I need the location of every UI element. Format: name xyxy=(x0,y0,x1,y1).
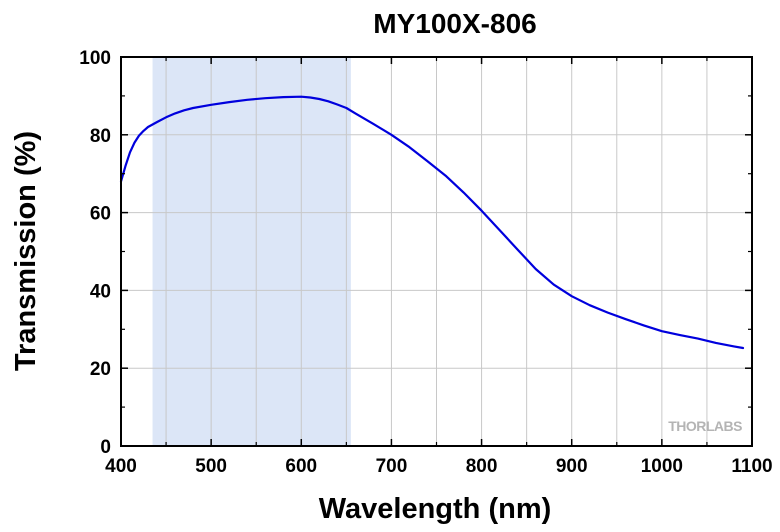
x-tick-label: 400 xyxy=(105,456,137,477)
highlight-band xyxy=(152,57,351,446)
y-axis-label: Transmission (%) xyxy=(10,131,42,371)
x-tick-label: 500 xyxy=(195,456,227,477)
x-tick-label: 600 xyxy=(285,456,317,477)
thorlabs-watermark: THORLABS xyxy=(668,418,742,434)
x-tick-label: 900 xyxy=(556,456,588,477)
y-tick-label: 20 xyxy=(90,359,111,380)
x-tick-label: 700 xyxy=(376,456,408,477)
y-tick-label: 0 xyxy=(100,437,111,458)
x-axis-label: Wavelength (nm) xyxy=(319,493,552,525)
chart-title: MY100X-806 xyxy=(373,8,536,39)
x-tick-label: 800 xyxy=(466,456,498,477)
transmission-curve xyxy=(119,95,745,350)
x-tick-label: 1100 xyxy=(731,456,772,477)
y-tick-label: 60 xyxy=(90,204,111,225)
y-tick-label: 100 xyxy=(79,48,111,69)
y-tick-label: 40 xyxy=(90,281,111,302)
y-tick-label: 80 xyxy=(90,126,111,147)
x-tick-label: 1000 xyxy=(641,456,683,477)
